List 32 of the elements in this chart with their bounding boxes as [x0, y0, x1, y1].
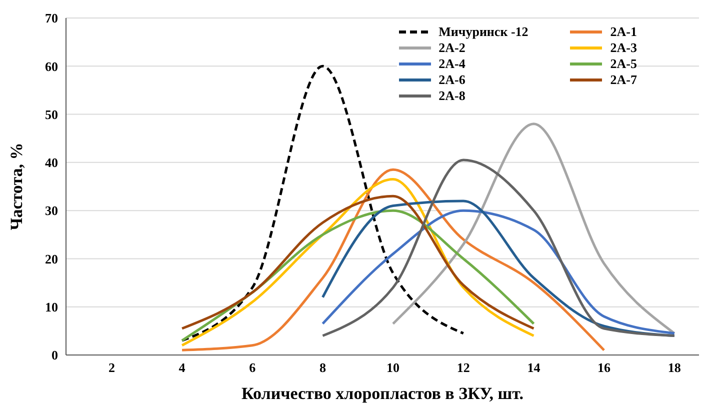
legend-label: 2А-6 — [438, 72, 466, 88]
y-tick-label: 40 — [45, 155, 58, 170]
legend-label: 2А-4 — [438, 56, 466, 72]
x-tick-label: 14 — [527, 360, 541, 376]
x-tick-label: 8 — [319, 360, 326, 376]
legend-label: 2А-3 — [610, 40, 637, 56]
legend-label: Мичуринск -12 — [438, 24, 528, 40]
x-tick-label: 10 — [386, 360, 400, 376]
legend-label: 2А-8 — [438, 88, 466, 104]
legend-label: 2А-5 — [610, 56, 637, 72]
legend-label: 2А-1 — [610, 24, 637, 40]
x-tick-label: 16 — [598, 360, 612, 376]
y-tick-label: 30 — [45, 203, 58, 218]
y-axis-title: Частота, % — [7, 142, 26, 230]
y-tick-label: 50 — [45, 106, 58, 122]
y-tick-label: 70 — [45, 10, 58, 26]
x-tick-label: 12 — [456, 360, 470, 376]
x-tick-label: 18 — [668, 360, 682, 376]
x-axis-title: Количество хлоропластов в ЗКУ, шт. — [242, 384, 524, 403]
x-tick-label: 4 — [178, 360, 186, 376]
y-tick-label: 60 — [45, 58, 58, 74]
line-series — [180, 194, 535, 330]
x-tick-label: 6 — [249, 360, 256, 376]
legend-label: 2А-2 — [438, 40, 466, 56]
y-tick-label: 0 — [52, 348, 58, 363]
x-tick-label: 2 — [108, 360, 115, 376]
legend-label: 2А-7 — [610, 72, 637, 88]
y-tick-label: 10 — [45, 299, 58, 314]
line-series — [180, 168, 606, 352]
line-series — [392, 122, 676, 335]
y-tick-label: 20 — [45, 251, 58, 266]
line-series — [321, 158, 676, 337]
